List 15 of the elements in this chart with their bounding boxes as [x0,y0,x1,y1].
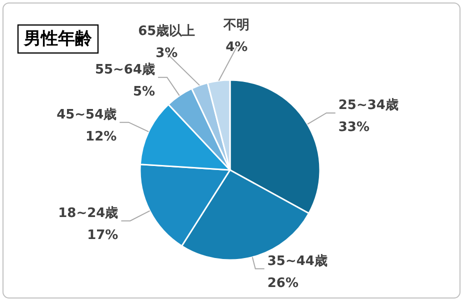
slice-label: 18~24歳 [58,206,118,221]
slice-label: 65歳以上 [138,24,196,40]
data-label: 26% [267,276,298,291]
slice-label: 45~54歳 [56,107,117,122]
data-label: 3% [156,46,178,62]
data-label: 17% [87,228,118,243]
data-label: 33% [338,120,370,135]
slice-label: 35~44歳 [267,254,328,269]
slice-label: 25~34歳 [338,98,398,113]
slice-label: 不明 [222,18,250,33]
data-label: 12% [86,129,117,144]
slice-label: 55~64歳 [94,62,156,78]
data-label: 5% [132,84,156,100]
text: 男性年齢 [23,29,93,49]
data-label: 4% [226,40,248,55]
